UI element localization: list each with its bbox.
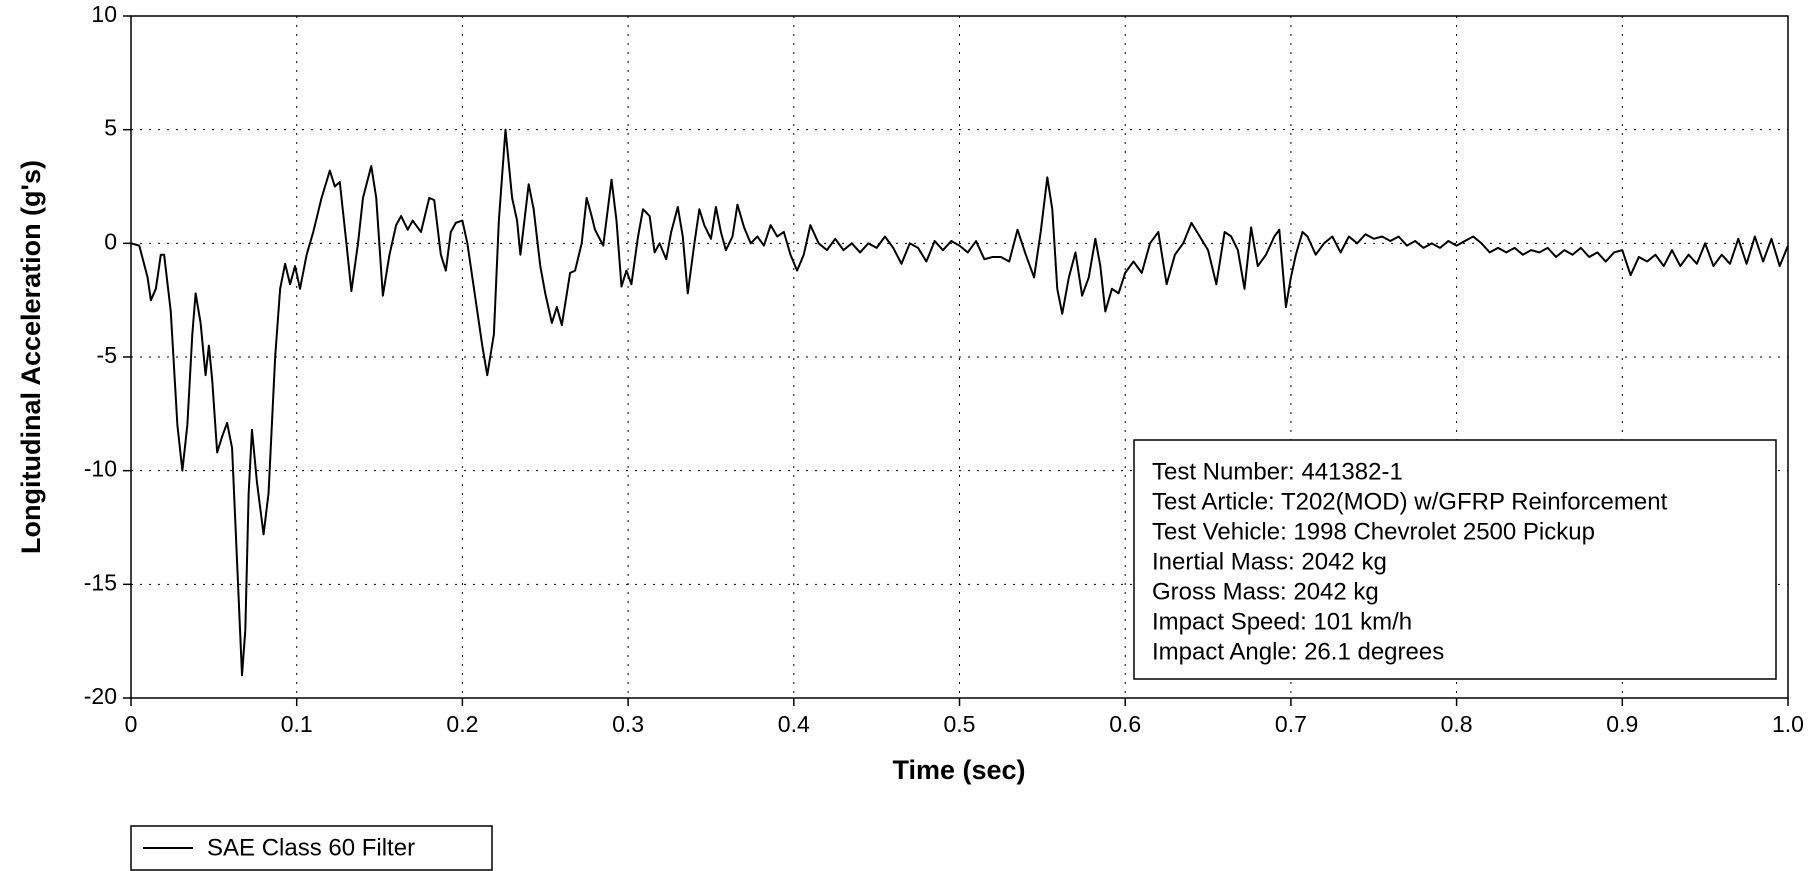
annotation: Test Number: 441382-1 Test Article: T202(… [1152, 458, 1668, 665]
plot-area [130, 128, 1789, 677]
y-axis-title: Longitudinal Acceleration (g's) [16, 160, 46, 554]
y-tick-label: 5 [104, 115, 117, 141]
y-tick-label: -15 [84, 569, 117, 595]
x-tick-label: 0.5 [944, 711, 976, 737]
data-line [130, 128, 1789, 677]
x-tick-label: 0.2 [446, 711, 478, 737]
y-tick-label: 10 [91, 1, 117, 27]
y-tick-label: -5 [97, 342, 117, 368]
legend-label: SAE Class 60 Filter [207, 834, 415, 861]
annotation-box [1133, 439, 1777, 680]
x-tick-label: 0.6 [1109, 711, 1141, 737]
x-tick-label: 0.8 [1441, 711, 1473, 737]
x-tick-label: 1.0 [1772, 711, 1804, 737]
x-tick-label: 0.1 [281, 711, 313, 737]
annotation-line: Test Vehicle: 1998 Chevrolet 2500 Pickup [1152, 518, 1595, 545]
y-tick-label: -20 [84, 683, 117, 709]
annotation-line: Test Article: T202(MOD) w/GFRP Reinforce… [1152, 488, 1668, 515]
x-tick-label: 0.9 [1606, 711, 1638, 737]
x-axis-title: Time (sec) [892, 755, 1025, 785]
annotation-line: Impact Speed: 101 km/h [1152, 608, 1412, 635]
x-tick-label: 0.3 [612, 711, 644, 737]
x-tick-label: 0.4 [778, 711, 810, 737]
annotation-line: Inertial Mass: 2042 kg [1152, 548, 1387, 575]
x-tick-label: 0 [125, 711, 138, 737]
y-tick-label: -10 [84, 456, 117, 482]
y-tick-label: 0 [104, 228, 117, 254]
x-tick-label: 0.7 [1275, 711, 1307, 737]
annotation-line: Gross Mass: 2042 kg [1152, 578, 1379, 605]
annotation-line: Test Number: 441382-1 [1152, 458, 1403, 485]
plot-frame [130, 15, 1789, 699]
annotation-line: Impact Angle: 26.1 degrees [1152, 638, 1444, 665]
legend-items: SAE Class 60 Filter [143, 834, 415, 861]
